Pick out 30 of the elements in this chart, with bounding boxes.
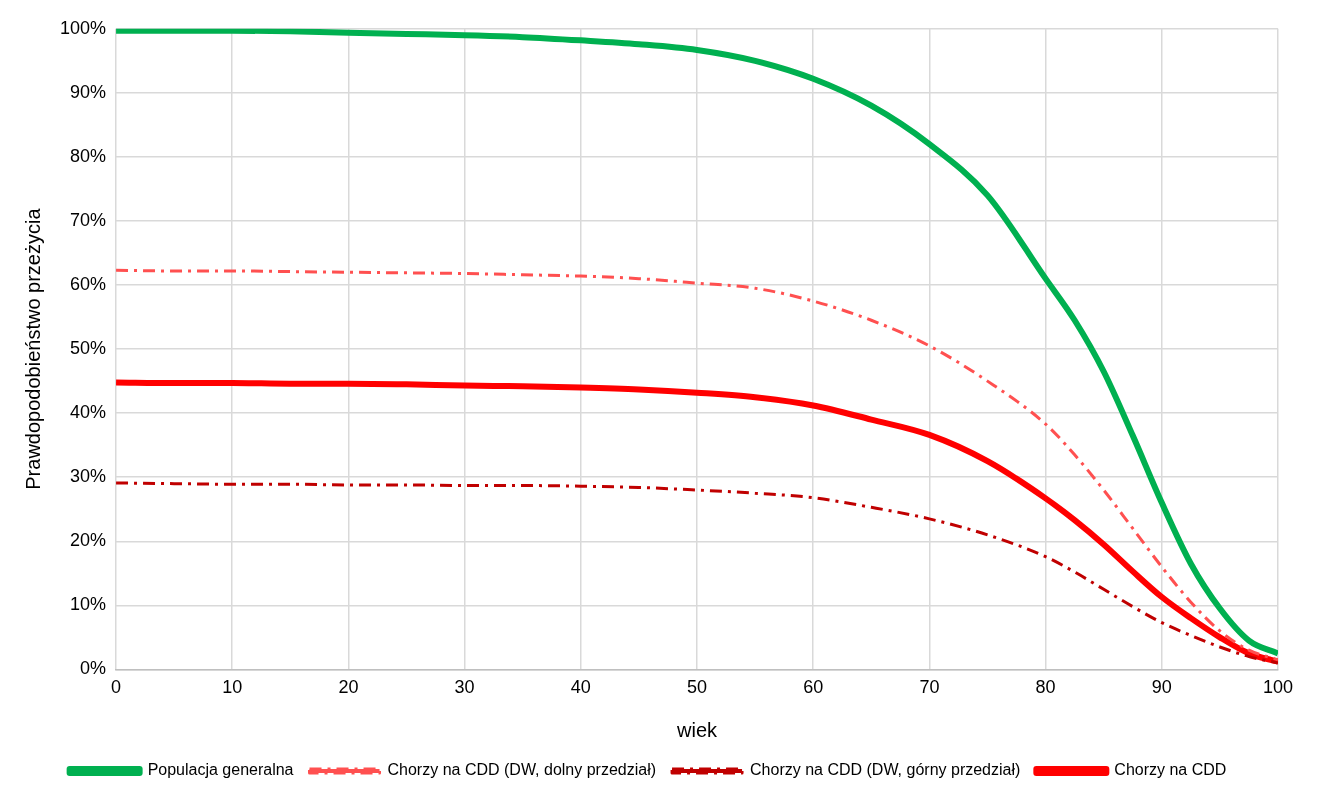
x-tick-label: 60 <box>803 677 824 698</box>
y-tick-label: 0% <box>80 658 107 679</box>
y-tick-label: 50% <box>70 338 107 359</box>
legend-label: Chorzy na CDD <box>1114 761 1227 779</box>
y-axis-title: Prawdopodobieństwo przeżycia <box>21 207 44 490</box>
x-tick-label: 70 <box>919 677 940 698</box>
x-tick-label: 20 <box>338 677 359 698</box>
x-axis-title: wiek <box>676 718 719 741</box>
legend-label: Chorzy na CDD (DW, dolny przedział) <box>387 761 657 779</box>
x-tick-label: 50 <box>687 677 708 698</box>
x-tick-label: 30 <box>454 677 475 698</box>
y-tick-label: 60% <box>70 274 107 295</box>
line-series <box>116 481 1278 665</box>
y-tick-label: 100% <box>59 17 107 38</box>
legend-label: Chorzy na CDD (DW, górny przedział) <box>750 761 1021 779</box>
x-tick-label: 0 <box>111 677 122 698</box>
y-tick-label: 70% <box>70 209 107 230</box>
line-series <box>116 268 1278 662</box>
legend-label: Populacja generalna <box>147 761 294 779</box>
x-tick-label: 80 <box>1035 677 1056 698</box>
x-tick-label: 90 <box>1151 677 1172 698</box>
y-tick-label: 40% <box>70 402 107 423</box>
x-tick-label: 10 <box>222 677 243 698</box>
x-tick-label: 100 <box>1262 677 1294 698</box>
y-tick-label: 10% <box>70 594 107 615</box>
y-tick-label: 30% <box>70 466 107 487</box>
y-tick-label: 20% <box>70 530 107 551</box>
x-tick-label: 40 <box>570 677 591 698</box>
y-tick-label: 80% <box>70 145 107 166</box>
y-tick-label: 90% <box>70 81 107 102</box>
